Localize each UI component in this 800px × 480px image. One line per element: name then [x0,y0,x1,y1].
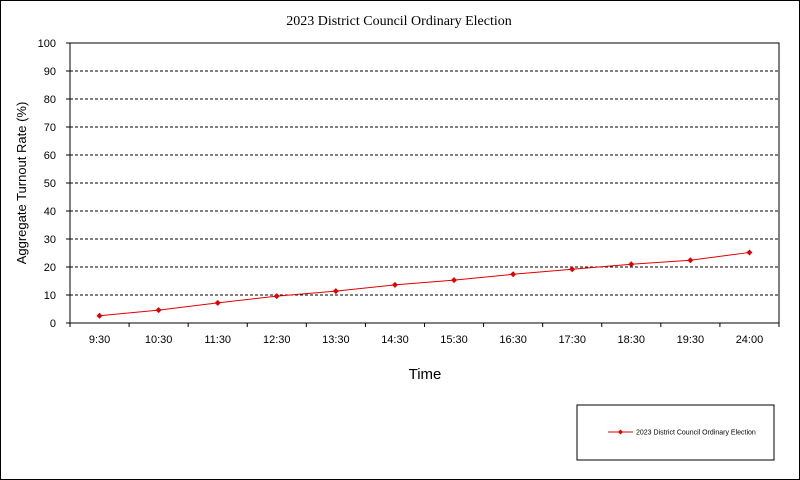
legend-entry: 2023 District Council Ordinary Election [636,430,756,437]
y-tick-label: 80 [44,94,56,106]
x-tick-label: 13:30 [322,334,350,346]
data-point-11:30 [214,299,221,306]
x-tick-label: 11:30 [204,334,231,346]
data-point-13:30 [332,288,339,295]
data-point-19:30 [687,257,694,264]
data-point-16:30 [510,271,517,278]
y-tick-label: 100 [38,38,56,50]
y-tick-label: 30 [44,234,56,246]
y-tick-label: 20 [44,262,56,274]
x-tick-label: 16:30 [499,334,527,346]
y-tick-label: 10 [44,290,56,302]
x-tick-label: 9:30 [89,334,110,346]
y-axis-label: Aggregate Turnout Rate (%) [14,102,29,265]
x-tick-label: 19:30 [677,334,705,346]
data-point-12:30 [273,293,280,300]
x-tick-label: 17:30 [558,334,586,346]
gridlines [70,70,779,296]
data-point-17:30 [569,266,576,273]
chart-title: 2023 District Council Ordinary Election [286,14,512,29]
x-tick-label: 24:00 [736,334,764,346]
x-axis-label: Time [409,366,442,383]
x-tick-label: 15:30 [440,334,468,346]
y-tick-label: 0 [50,318,56,330]
series-line [99,251,750,317]
data-point-15:30 [451,277,458,284]
x-tick-label: 18:30 [618,334,646,346]
x-tick-label: 12:30 [263,334,291,346]
data-point-9:30 [96,312,103,319]
y-tick-label: 90 [44,66,56,78]
y-axis-ticks: 0 10 20 30 40 50 60 70 80 90 100 [38,38,70,330]
data-point-14:30 [391,281,398,288]
y-tick-label: 60 [44,150,56,162]
data-point-24:00 [746,249,753,256]
legend-marker [618,429,623,435]
x-tick-label: 14:30 [381,334,409,346]
y-tick-label: 40 [44,206,56,218]
data-point-18:30 [628,261,635,268]
series-group [96,249,753,319]
data-point-10:30 [155,307,162,314]
y-tick-label: 70 [44,122,56,134]
y-tick-label: 50 [44,178,56,190]
x-tick-label: 10:30 [145,334,173,346]
x-axis-ticks: 9:30 10:30 11:30 12:30 13:30 14:30 15:30 16:30 1… [69,323,780,346]
legend: 2023 District Council Ordinary Election [576,404,775,461]
